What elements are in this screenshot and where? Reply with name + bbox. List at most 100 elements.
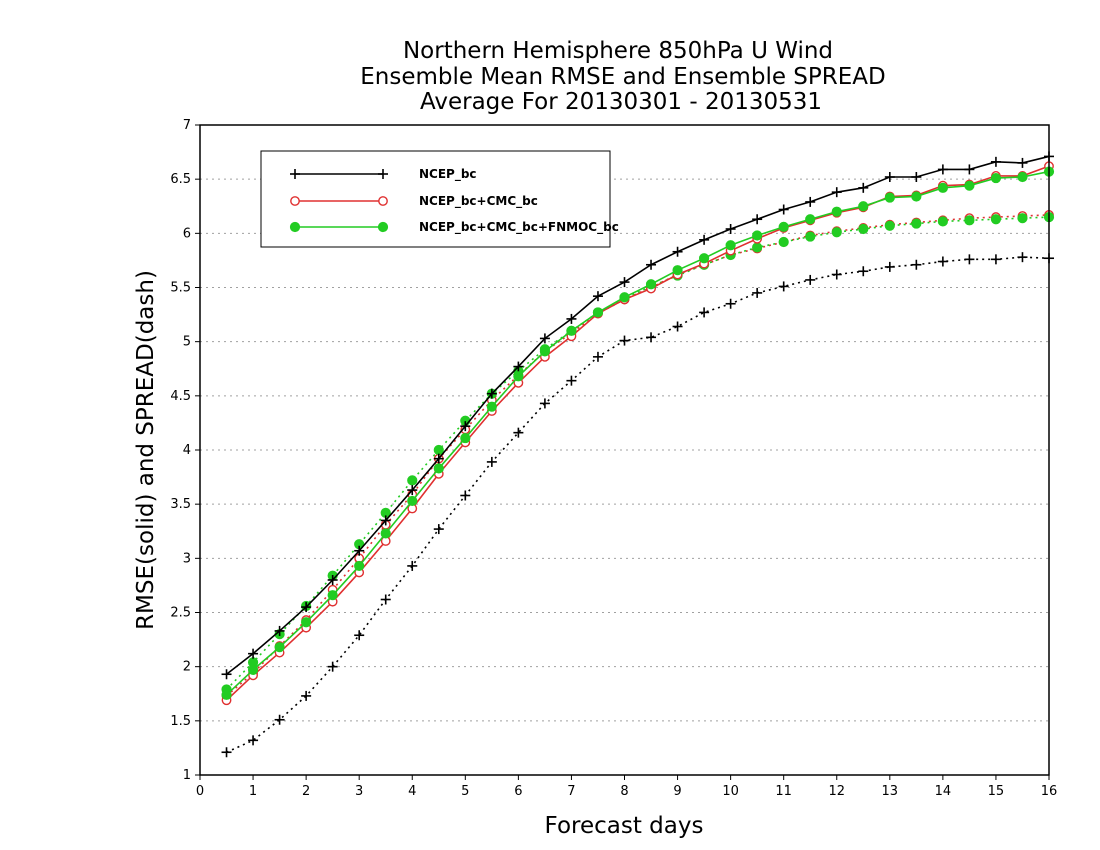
x-tick-label: 14: [935, 784, 952, 799]
x-tick-label: 9: [673, 784, 681, 799]
rmse-point: [407, 485, 418, 496]
spread-line: [226, 214, 1050, 697]
chart-title-line-2: Ensemble Mean RMSE and Ensemble SPREAD: [360, 64, 885, 90]
rmse-point: [884, 192, 895, 203]
spread-point: [407, 475, 418, 486]
spread-point: [937, 256, 948, 267]
rmse-point: [1017, 157, 1028, 168]
rmse-line: [225, 170, 1050, 696]
rmse-point: [725, 224, 736, 234]
grid: [200, 178, 1049, 722]
spread-point: [407, 560, 418, 571]
y-tick-label: 7: [183, 118, 191, 133]
x-tick-label: 10: [722, 784, 739, 799]
x-tick-label: 11: [775, 784, 792, 799]
legend-marker: [289, 221, 301, 233]
spread-point: [911, 218, 922, 229]
series-rmse-2: [221, 166, 1055, 700]
x-tick-label: 0: [196, 784, 204, 799]
rmse-point: [539, 346, 551, 357]
y-tick-label: 2.5: [170, 606, 191, 621]
spread-point: [619, 335, 630, 346]
spread-point: [248, 735, 259, 746]
rmse-point: [513, 361, 524, 372]
rmse-point: [858, 182, 869, 193]
rmse-point: [327, 590, 338, 601]
spread-point: [327, 661, 338, 672]
spread-point: [513, 427, 524, 438]
rmse-point: [433, 453, 444, 464]
y-tick-label: 6.5: [170, 172, 191, 187]
spread-point: [672, 321, 683, 332]
spread-point: [725, 298, 736, 309]
rmse-point: [805, 214, 816, 225]
rmse-point: [460, 432, 471, 444]
rmse-point: [539, 333, 550, 344]
x-tick-label: 6: [514, 784, 522, 799]
rmse-point: [646, 259, 657, 270]
y-tick-label: 3: [183, 551, 191, 566]
spread-point: [858, 223, 869, 235]
spread-point: [752, 242, 763, 253]
rmse-point: [1017, 171, 1028, 183]
legend-label: NCEP_bc: [419, 167, 477, 182]
rmse-point: [884, 172, 895, 182]
spread-point: [990, 214, 1002, 225]
spread-point: [805, 231, 816, 242]
spread-point: [566, 375, 577, 386]
x-axis-label: Forecast days: [545, 813, 704, 839]
spread-point: [884, 220, 895, 231]
spread-point: [884, 261, 895, 272]
legend-entry: NCEP_bc: [290, 167, 477, 182]
x-tick-label: 12: [828, 784, 845, 799]
rmse-point: [301, 602, 312, 613]
x-tick-label: 1: [249, 784, 257, 799]
rmse-point: [513, 371, 524, 382]
spread-point: [274, 714, 285, 725]
rmse-point: [619, 292, 630, 303]
series-layer: [221, 151, 1055, 758]
legend-entry: NCEP_bc+CMC_bc: [290, 194, 538, 209]
spread-point: [937, 216, 948, 227]
spread-line: [225, 216, 1050, 690]
legend-entry: NCEP_bc+CMC_bc+FNMOC_bc: [289, 220, 619, 235]
spread-point: [1017, 213, 1028, 224]
rmse-point: [248, 648, 259, 659]
rmse-point: [221, 689, 232, 700]
spread-point: [380, 594, 391, 605]
spread-point: [858, 266, 869, 277]
legend-marker: [290, 196, 300, 206]
spread-point: [354, 630, 365, 641]
rmse-point: [566, 313, 577, 324]
series-spread-1: [221, 210, 1054, 701]
rmse-point: [274, 642, 285, 653]
rmse-point: [937, 182, 948, 193]
rmse-point: [486, 388, 497, 399]
spread-point: [699, 307, 710, 318]
rmse-point: [566, 325, 577, 336]
series-spread-2: [221, 211, 1055, 695]
rmse-point: [221, 669, 232, 680]
x-tick-label: 4: [408, 784, 416, 799]
y-tick-label: 1: [183, 768, 191, 783]
y-tick-label: 2: [183, 660, 191, 675]
rmse-point: [247, 664, 259, 676]
spread-point: [221, 747, 232, 758]
rmse-point: [354, 545, 365, 556]
rmse-point: [831, 206, 842, 217]
x-tick-label: 15: [988, 784, 1005, 799]
ticks: 11.522.533.544.555.566.570 1 2 3 4 5 6 7 8 9 10 11 1…: [170, 118, 1057, 799]
x-tick-label: 2: [302, 784, 310, 799]
spread-point: [964, 254, 975, 265]
x-tick-label: 3: [355, 784, 363, 799]
rmse-point: [592, 291, 603, 302]
legend-box: [260, 150, 611, 248]
spread-point: [460, 490, 471, 501]
rmse-point: [592, 307, 604, 318]
x-tick-label: 5: [461, 784, 469, 799]
spread-line: [226, 256, 1050, 753]
spread-point: [752, 287, 763, 298]
spread-point: [990, 254, 1001, 265]
rmse-point: [990, 172, 1002, 184]
